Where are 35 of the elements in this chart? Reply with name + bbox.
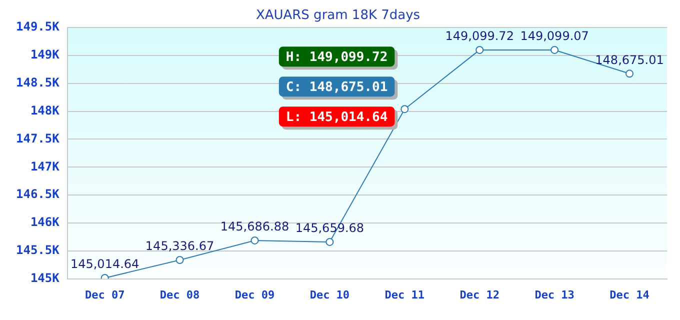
point — [400, 105, 409, 114]
x-tick-label: Dec 07 — [84, 288, 125, 302]
y-tick-label: 149K — [30, 48, 60, 62]
y-tick-label: 149.5K — [16, 20, 60, 34]
data-label: 145,336.67 — [145, 239, 214, 254]
point — [626, 70, 634, 78]
annotation: C: 148,675.01 — [286, 80, 388, 95]
y-tick-label: 147K — [30, 159, 60, 174]
x-tick-label: Dec 12 — [460, 288, 500, 302]
point — [476, 46, 484, 54]
chart-title: XAUARS gram 18K 7days — [256, 8, 420, 24]
x-tick-label: Dec 14 — [610, 288, 650, 302]
point — [176, 256, 184, 264]
x-tick-label: Dec 09 — [234, 288, 275, 302]
y-tick-label: 148K — [30, 103, 60, 118]
point — [326, 238, 334, 246]
y-tick-label: 147.5K — [16, 131, 60, 146]
x-tick-label: Dec 11 — [384, 288, 425, 302]
y-tick-label: 148.5K — [16, 76, 60, 90]
y-tick-label: 146.5K — [16, 187, 60, 202]
data-label: 145,686.88 — [220, 220, 290, 234]
x-tick-label: Dec 13 — [534, 288, 574, 302]
annotation: H: 149,099.72 — [286, 50, 388, 65]
data-label: 145,014.64 — [70, 257, 140, 272]
y-tick-label: 146K — [30, 215, 60, 230]
point — [550, 46, 559, 54]
annotation: L: 145,014.64 — [286, 110, 388, 125]
y-tick-label: 145K — [30, 270, 60, 285]
data-label: 148,675.01 — [595, 52, 664, 67]
data-label: 149,099.07 — [520, 29, 589, 44]
data-label: 149,099.72 — [445, 29, 514, 44]
x-tick-label: Dec 10 — [310, 288, 350, 302]
y-tick-label: 145.5K — [16, 243, 60, 258]
x-tick-label: Dec 08 — [160, 288, 200, 302]
point — [250, 236, 259, 244]
